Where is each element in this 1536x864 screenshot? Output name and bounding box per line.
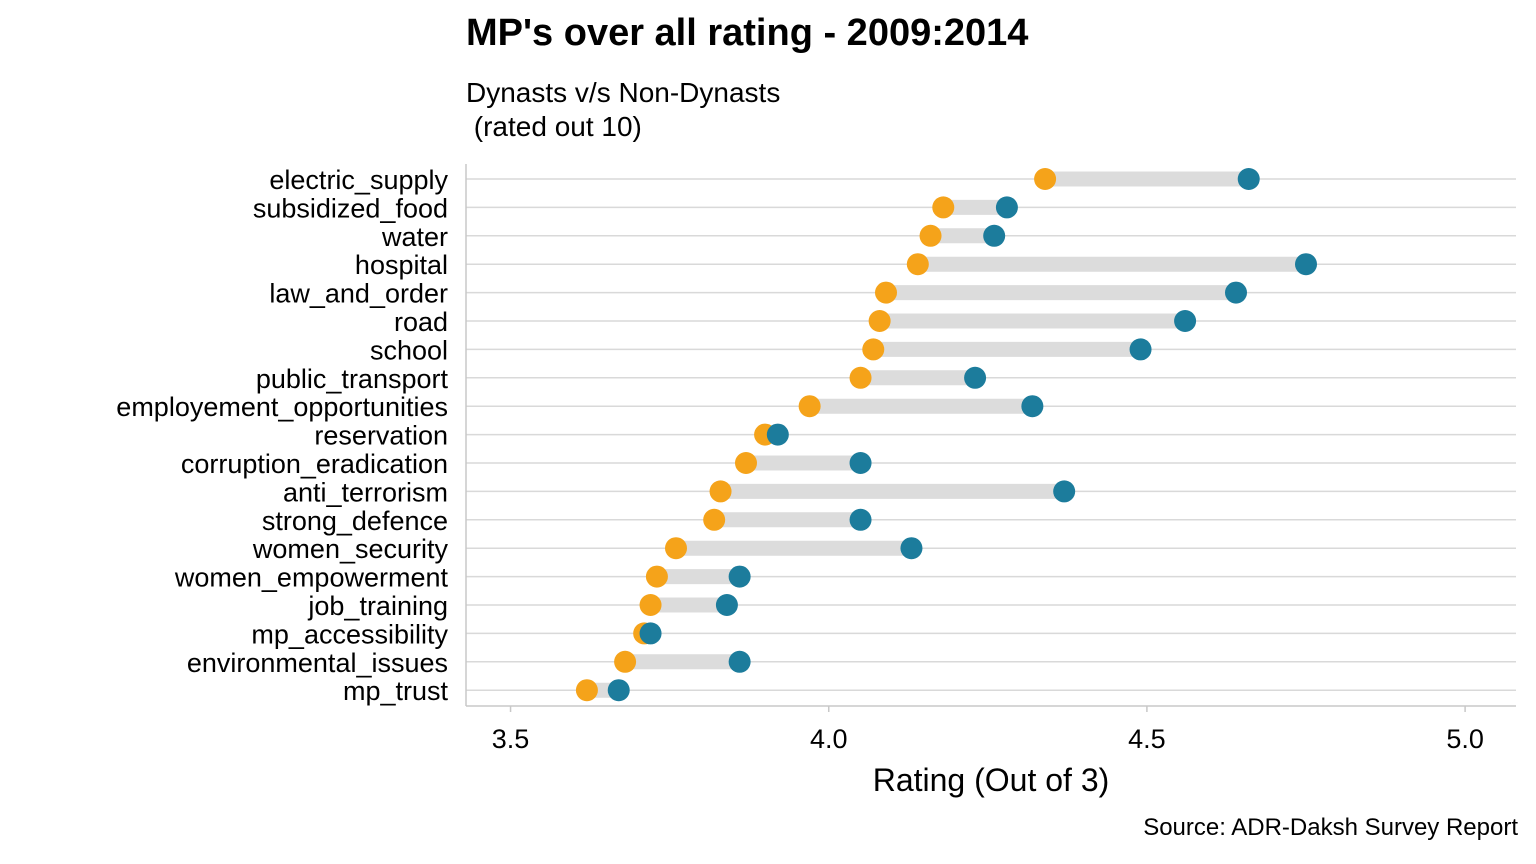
x-tick-label: 4.5 [1128, 724, 1166, 754]
x-tick-label: 3.5 [492, 724, 530, 754]
high-point [849, 508, 872, 531]
low-point [665, 537, 687, 560]
low-point [735, 452, 757, 474]
x-tick-label: 4.0 [810, 724, 848, 754]
high-point [728, 565, 751, 588]
segments [586, 171, 1306, 698]
category-label: anti_terrorism [283, 477, 448, 507]
category-label: corruption_eradication [181, 449, 448, 479]
category-label: school [370, 335, 448, 365]
low-point [875, 281, 897, 304]
low-point [1034, 168, 1057, 190]
low-point [919, 224, 942, 247]
category-label: employement_opportunities [116, 392, 448, 422]
low-point [849, 366, 872, 389]
chart-caption: Source: ADR-Daksh Survey Report [1143, 814, 1518, 841]
high-point [1295, 253, 1317, 276]
gridlines [466, 178, 1516, 691]
high-point [1174, 310, 1197, 332]
category-label: law_and_order [269, 279, 448, 309]
category-label: electric_supply [269, 165, 448, 195]
chart-subtitle: Dynasts v/s Non-Dynasts (rated out 10) [466, 77, 781, 142]
low-point [614, 650, 637, 673]
x-axis: 3.5 4.0 4.5 5.0 [465, 164, 1516, 754]
low-point [932, 196, 955, 219]
high-point [900, 537, 923, 560]
category-label: water [381, 222, 448, 252]
high-point [849, 452, 872, 474]
low-point [868, 310, 891, 332]
category-label: women_security [252, 534, 449, 564]
high-point [995, 196, 1018, 219]
low-point [639, 594, 662, 616]
low-point [703, 508, 726, 531]
category-label: public_transport [256, 364, 449, 394]
low-point [798, 395, 821, 418]
category-label: women_empowerment [174, 563, 449, 593]
category-label: mp_trust [343, 676, 449, 706]
x-tick-label: 5.0 [1446, 724, 1484, 754]
chart-title: MP's over all rating - 2009:2014 [466, 12, 1029, 54]
high-point [639, 622, 662, 645]
category-label: road [394, 307, 448, 337]
low-point [862, 338, 885, 361]
low-point [645, 565, 668, 588]
category-label: hospital [355, 250, 448, 280]
high-point [983, 224, 1006, 247]
y-axis-labels: electric_supplysubsidized_foodwaterhospi… [116, 165, 448, 706]
x-axis-title: Rating (Out of 3) [873, 762, 1110, 798]
category-label: job_training [307, 591, 448, 621]
category-label: mp_accessibility [251, 619, 448, 649]
high-point [1225, 281, 1247, 304]
high-point [607, 679, 630, 702]
category-label: strong_defence [262, 506, 448, 536]
high-point [766, 423, 789, 446]
category-label: environmental_issues [187, 648, 448, 678]
high-point [728, 650, 751, 673]
category-label: reservation [314, 421, 448, 451]
high-point [1129, 338, 1152, 361]
high-point [715, 594, 738, 616]
points [575, 168, 1317, 702]
category-label: subsidized_food [253, 193, 448, 223]
low-point [575, 679, 598, 702]
high-point [964, 366, 987, 389]
high-point [1053, 480, 1076, 503]
high-point [1021, 395, 1044, 418]
low-point [709, 480, 732, 503]
high-point [1237, 168, 1260, 190]
low-point [906, 253, 929, 276]
